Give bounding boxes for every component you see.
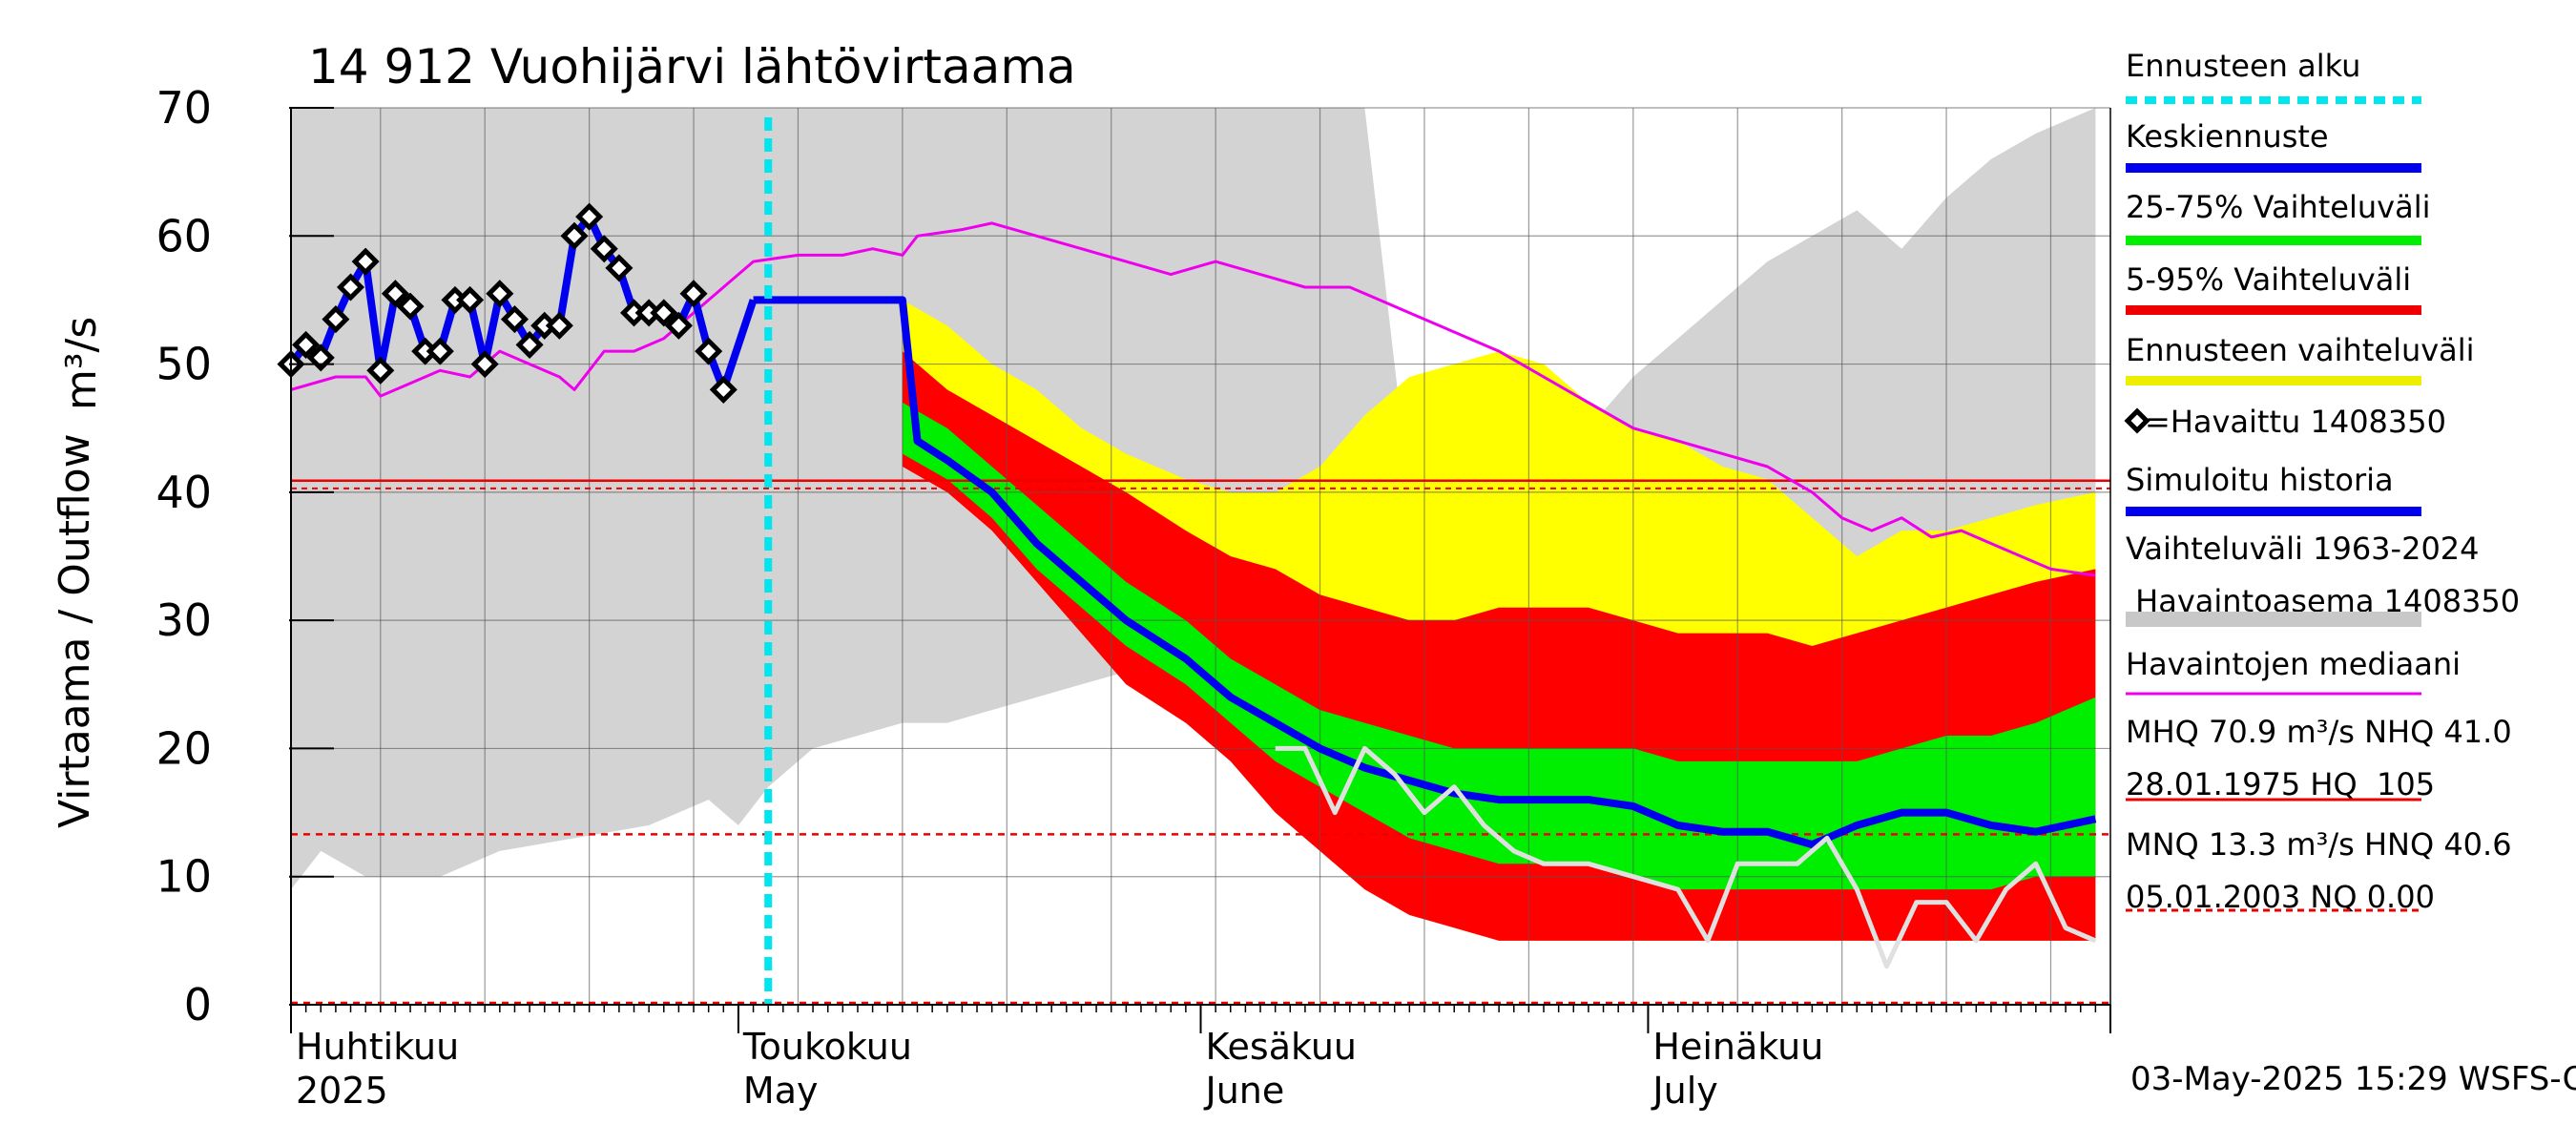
legend-label: Havaintojen mediaani: [2126, 646, 2461, 682]
chart-title: 14 912 Vuohijärvi lähtövirtaama: [308, 39, 1076, 94]
y-tick-label: 10: [156, 851, 212, 903]
legend-label: Simuloitu historia: [2126, 462, 2394, 498]
observed-point: [500, 305, 530, 334]
observed-point: [679, 280, 708, 308]
x-month-sublabel: July: [1651, 1070, 1717, 1112]
x-month-sublabel: May: [743, 1070, 819, 1112]
legend-marker-observed: [2124, 407, 2150, 434]
legend-label: 28.01.1975 HQ 105: [2126, 766, 2435, 802]
series-low-envelope: [1275, 745, 2097, 969]
observed-point: [486, 280, 514, 308]
y-tick-label: 40: [156, 467, 212, 518]
observed-point: [396, 292, 425, 321]
observed-point: [351, 247, 380, 276]
x-month-label: Kesäkuu: [1206, 1026, 1358, 1068]
legend-label: 5-95% Vaihteluväli: [2126, 261, 2411, 298]
y-tick-label: 0: [184, 979, 212, 1030]
y-axis-label: Virtaama / Outflow: [51, 433, 99, 828]
observed-point: [695, 337, 723, 365]
observed-point: [664, 311, 693, 340]
observed-point: [292, 330, 321, 359]
series-havaintojen-mediaani: [290, 221, 2096, 577]
observed-point: [575, 202, 604, 231]
observed-point: [470, 350, 499, 379]
observed-point: [426, 337, 454, 365]
timestamp-label: 03-May-2025 15:29 WSFS-O: [2130, 1060, 2576, 1098]
band-25-75-vaihteluv-li: [902, 402, 2096, 890]
observed-point: [366, 356, 395, 385]
observed-point: [545, 311, 573, 340]
y-tick-label: 30: [156, 594, 212, 646]
y-tick-label: 60: [156, 210, 212, 261]
legend-label: Ennusteen alku: [2126, 48, 2360, 84]
x-month-sublabel: June: [1204, 1070, 1285, 1112]
observed-point: [322, 305, 350, 334]
observed-point: [515, 330, 544, 359]
legend-label: Vaihteluväli 1963-2024: [2126, 531, 2480, 567]
y-tick-label: 20: [156, 722, 212, 774]
series-keskiennuste: [753, 296, 2097, 849]
observed-markers: [277, 202, 737, 404]
observed-point: [306, 344, 335, 372]
observed-point: [650, 299, 678, 327]
legend-label: Keskiennuste: [2126, 118, 2329, 155]
legend-label: =Havaittu 1408350: [2145, 404, 2446, 440]
y-tick-label: 70: [156, 82, 212, 134]
x-month-sublabel: 2025: [296, 1070, 388, 1112]
legend-label: MHQ 70.9 m³/s NHQ 41.0: [2126, 714, 2512, 750]
observed-point: [381, 280, 409, 308]
observed-point: [709, 375, 737, 404]
observed-point: [456, 285, 485, 314]
observed-point: [336, 273, 365, 302]
legend-label: 25-75% Vaihteluväli: [2126, 189, 2430, 225]
legend-label: MNQ 13.3 m³/s HNQ 40.6: [2126, 826, 2512, 863]
x-month-label: Huhtikuu: [296, 1026, 459, 1068]
y-axis-unit: m³/s: [57, 317, 106, 410]
observed-point: [560, 221, 589, 250]
observed-point: [605, 254, 634, 282]
legend-label: Ennusteen vaihteluväli: [2126, 332, 2475, 368]
x-month-label: Toukokuu: [742, 1026, 912, 1068]
x-month-label: Heinäkuu: [1652, 1026, 1823, 1068]
legend: Ennusteen alku Keskiennuste 25-75% Vaihtel…: [2124, 48, 2520, 915]
observed-point: [590, 235, 618, 263]
y-tick-label: 50: [156, 339, 212, 390]
